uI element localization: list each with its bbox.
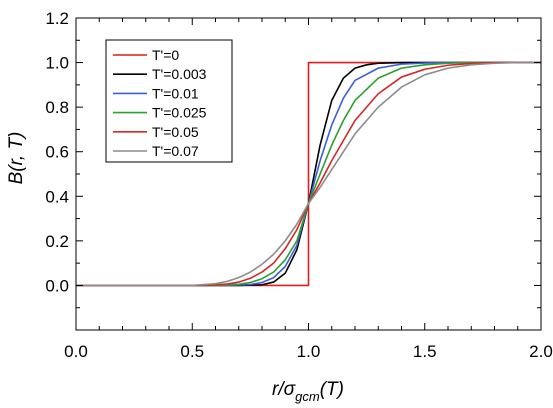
y-tick-label: 1.2 xyxy=(45,9,69,28)
series-line-2 xyxy=(76,61,541,287)
x-axis-title-subscript: gcm xyxy=(295,389,320,404)
series-line-4 xyxy=(76,61,541,287)
legend-label: T'=0.025 xyxy=(152,105,207,121)
x-tick-label: 0.0 xyxy=(64,342,88,361)
x-axis-title: r/σgcm(T) xyxy=(272,379,344,404)
x-tick-label: 0.5 xyxy=(180,342,204,361)
y-tick-label: 0.8 xyxy=(45,98,69,117)
legend-label: T'=0.003 xyxy=(152,66,207,82)
y-tick-label: 1.0 xyxy=(45,54,69,73)
x-tick-label: 1.0 xyxy=(297,342,321,361)
series-line-3 xyxy=(76,61,541,287)
legend: T'=0 T'=0.003 T'=0.01 T'=0.025 T'=0.05 T'=0.0… xyxy=(105,39,233,163)
legend-label: T'=0 xyxy=(152,47,179,63)
y-tick-label: 0.0 xyxy=(45,276,69,295)
tick-labels-layer: 0.0 0.5 1.0 1.5 2.0 0.0 0.2 0.4 0.6 0.8 1.0 1.2 xyxy=(45,9,552,361)
legend-box xyxy=(105,39,233,163)
series-line-5 xyxy=(76,61,541,287)
y-axis-title: B(r, T) xyxy=(6,132,27,185)
y-tick-label: 0.6 xyxy=(45,143,69,162)
ticks-layer xyxy=(75,17,542,330)
legend-label: T'=0.05 xyxy=(152,124,199,140)
series-layer xyxy=(76,61,541,287)
x-axis-title-suffix: (T) xyxy=(320,379,344,400)
series-line-1 xyxy=(76,61,541,287)
x-tick-label: 2.0 xyxy=(529,342,553,361)
x-tick-label: 1.5 xyxy=(413,342,437,361)
legend-label: T'=0.01 xyxy=(152,85,199,101)
y-tick-label: 0.2 xyxy=(45,232,69,251)
legend-label: T'=0.07 xyxy=(152,143,199,159)
x-axis-title-sigma: σ xyxy=(284,379,297,400)
x-axis-title-base: r/ xyxy=(272,379,285,400)
y-tick-label: 0.4 xyxy=(45,187,69,206)
